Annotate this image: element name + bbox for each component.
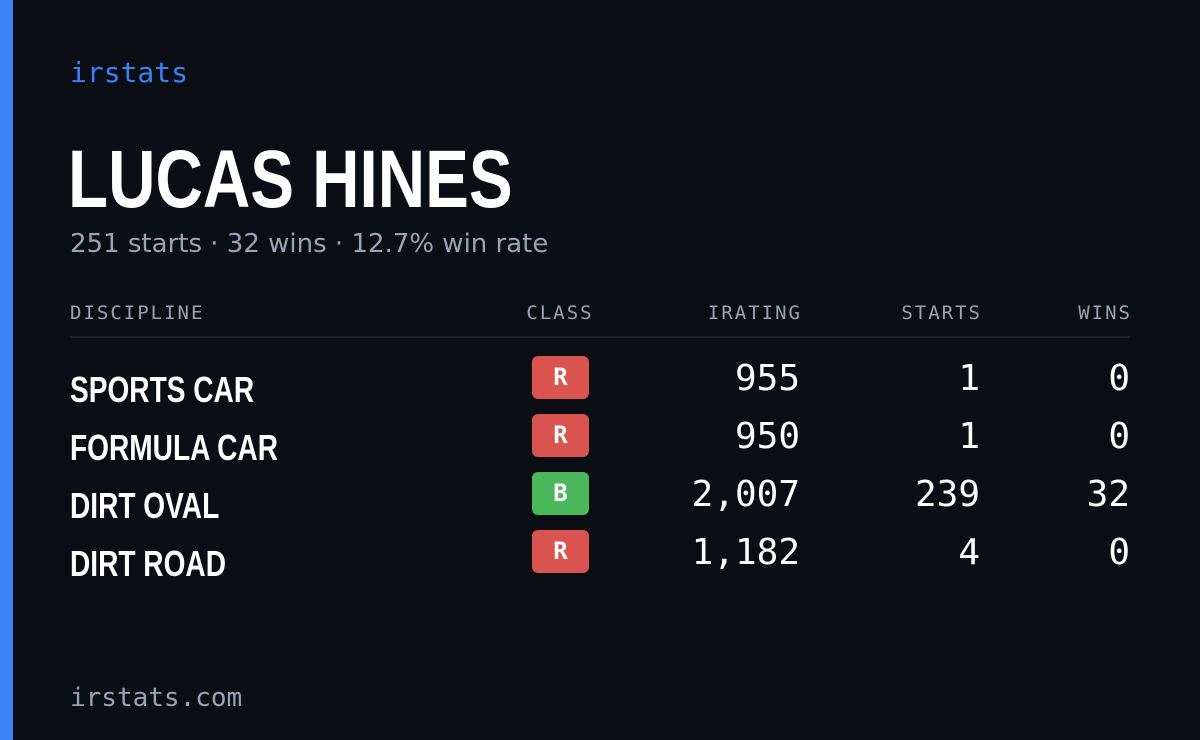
- table-header-row: DISCIPLINE CLASS IRATING STARTS WINS: [70, 296, 1130, 338]
- discipline-name: DIRT ROAD: [70, 543, 226, 584]
- irating-value: 2,007: [691, 474, 800, 515]
- wins-value: 0: [1108, 532, 1130, 573]
- table-row: DIRT ROAD R 1,182 4 0: [70, 530, 1130, 588]
- player-name: LUCAS HINES: [68, 134, 513, 225]
- starts-value: 4: [958, 532, 980, 573]
- discipline-table: DISCIPLINE CLASS IRATING STARTS WINS SPO…: [70, 296, 1130, 588]
- header-discipline: DISCIPLINE: [70, 302, 205, 324]
- header-starts: STARTS: [901, 302, 982, 324]
- player-summary: 251 starts · 32 wins · 12.7% win rate: [70, 229, 549, 259]
- accent-bar: [0, 0, 13, 740]
- header-irating: IRATING: [707, 302, 802, 324]
- class-badge: R: [532, 414, 589, 457]
- header-class: CLASS: [526, 302, 594, 324]
- wins-value: 32: [1086, 474, 1130, 515]
- wins-value: 0: [1108, 416, 1130, 457]
- brand-logo-text: irstats: [70, 56, 189, 89]
- footer-site-link[interactable]: irstats.com: [70, 683, 243, 713]
- discipline-name: SPORTS CAR: [70, 369, 255, 410]
- wins-value: 0: [1108, 358, 1130, 399]
- table-row: FORMULA CAR R 950 1 0: [70, 414, 1130, 472]
- header-wins: WINS: [1078, 302, 1132, 324]
- irating-value: 950: [734, 416, 800, 457]
- class-badge: R: [532, 356, 589, 399]
- irating-value: 955: [734, 358, 800, 399]
- starts-value: 239: [914, 474, 980, 515]
- discipline-name: FORMULA CAR: [70, 427, 278, 468]
- table-body: SPORTS CAR R 955 1 0 FORMULA CAR R 950 1…: [70, 338, 1130, 588]
- class-badge: B: [532, 472, 589, 515]
- table-row: SPORTS CAR R 955 1 0: [70, 356, 1130, 414]
- starts-value: 1: [958, 358, 980, 399]
- starts-value: 1: [958, 416, 980, 457]
- table-row: DIRT OVAL B 2,007 239 32: [70, 472, 1130, 530]
- discipline-name: DIRT OVAL: [70, 485, 220, 526]
- irating-value: 1,182: [691, 532, 800, 573]
- class-badge: R: [532, 530, 589, 573]
